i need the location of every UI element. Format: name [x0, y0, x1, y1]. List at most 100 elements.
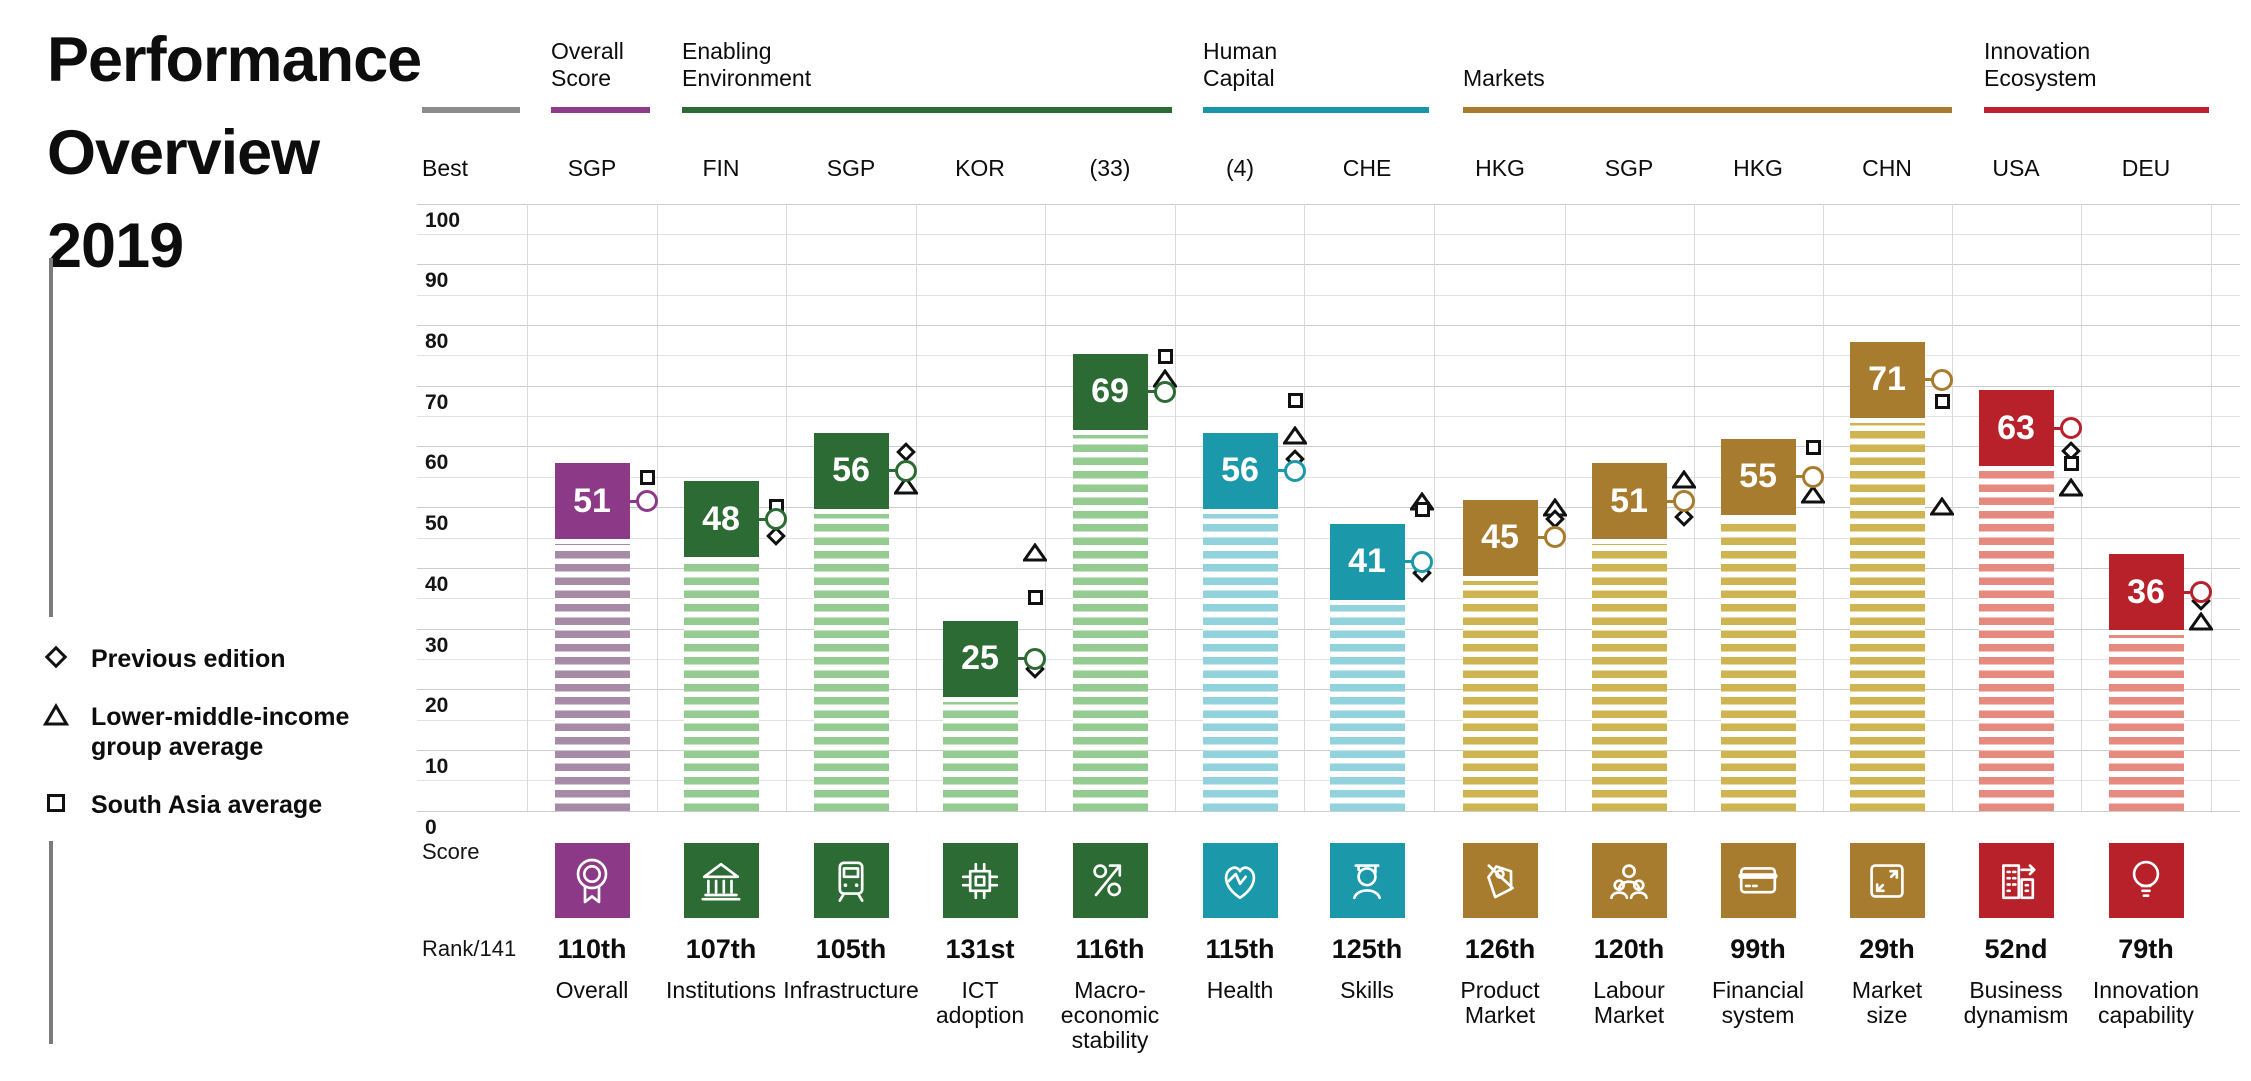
bar-stripes-macro	[1072, 434, 1148, 811]
bar-stripes-infrastructure	[813, 513, 889, 811]
score-connector-dynamism	[2053, 426, 2064, 430]
best-code-dynamism: USA	[1992, 155, 2040, 181]
left-rail-top	[49, 258, 53, 617]
column-separator-9	[1693, 203, 1695, 811]
column-separator-4	[1045, 203, 1046, 811]
rank-infrastructure: 105th	[815, 934, 887, 964]
marker-triangle-dynamism	[2057, 477, 2085, 497]
rank-labour: 120th	[1593, 934, 1665, 964]
gridline-10	[417, 749, 2240, 751]
best-code-financial: HKG	[1733, 155, 1783, 181]
gridline-95	[417, 234, 2240, 235]
column-separator-10	[1822, 203, 1824, 811]
column-separator-6	[1303, 203, 1305, 811]
marker-square-dynamism	[2063, 455, 2079, 471]
pillar-label-skills: Skills	[1340, 977, 1394, 1003]
pillar-label-product: Product Market	[1460, 977, 1540, 1028]
gridline-55	[417, 476, 2240, 478]
legend: Previous edition Lower-middle-income grou…	[42, 644, 383, 848]
section-underline-markets	[1463, 107, 1952, 113]
rank-overall: 110th	[557, 934, 627, 964]
chip-icon	[942, 843, 1018, 918]
marker-triangle-ict	[1021, 541, 1049, 562]
bar-block-product: 45	[1462, 499, 1538, 576]
bar-block-institutions: 48	[683, 481, 759, 558]
score-circle-health	[1284, 459, 1306, 482]
award-icon	[554, 843, 630, 918]
ytick-20: 20	[425, 694, 449, 718]
best-code-institutions: FIN	[702, 155, 740, 181]
best-code-labour: SGP	[1604, 155, 1654, 181]
score-connector-macro	[1147, 390, 1158, 394]
rank-dynamism: 52nd	[1984, 934, 2048, 964]
pillar-label-financial: Financial system	[1711, 977, 1805, 1028]
score-connector-ict	[1017, 657, 1028, 661]
bar-value-labour: 51	[1610, 481, 1648, 520]
ytick-80: 80	[425, 330, 449, 353]
pillar-label-dynamism: Business dynamism	[1963, 977, 2069, 1028]
best-code-skills: CHE	[1342, 155, 1392, 181]
column-separator-0	[527, 203, 529, 811]
column-separator-11	[1951, 203, 1953, 811]
score-connector-institutions	[758, 517, 769, 521]
bar-stripes-skills	[1329, 604, 1405, 811]
score-connector-marketsize	[1924, 378, 1935, 382]
gridline-80	[417, 325, 2240, 326]
bar-stripes-product	[1462, 580, 1538, 811]
pillar-label-ict: ICT adoption	[935, 977, 1025, 1028]
bar-stripes-ict	[942, 701, 1018, 811]
marker-triangle-health	[1281, 425, 1309, 445]
gridline-45	[417, 537, 2240, 539]
ytick-70: 70	[425, 390, 449, 414]
building-icon	[1978, 843, 2054, 918]
section-underline-overall	[551, 107, 650, 113]
score-circle-ict	[1024, 647, 1046, 670]
score-circle-innovationcap	[2190, 581, 2212, 604]
score-circle-financial	[1802, 465, 1824, 488]
column-separator-1	[656, 203, 658, 811]
marker-square-overall	[639, 470, 655, 486]
expand-icon	[1849, 843, 1925, 918]
gridline-40	[417, 567, 2240, 569]
pillar-label-overall: Overall	[555, 977, 629, 1003]
legend-label: Lower-middle-income group average	[91, 703, 350, 761]
rank-innovationcap: 79th	[2118, 934, 2174, 964]
best-code-innovationcap: DEU	[2121, 155, 2171, 181]
score-circle-skills	[1411, 550, 1433, 573]
pillar-label-marketsize: Market size	[1851, 977, 1923, 1028]
rank-financial: 99th	[1730, 934, 1786, 964]
gridline-5	[417, 780, 2240, 782]
gridline-70	[417, 385, 2240, 387]
bar-stripes-labour	[1591, 544, 1667, 811]
column-separator-3	[915, 203, 917, 811]
bar-value-product: 45	[1481, 518, 1519, 556]
column-separator-2	[786, 203, 787, 811]
bar-value-health: 56	[1221, 451, 1259, 490]
bank-icon	[683, 843, 759, 918]
rank-marketsize: 29th	[1859, 934, 1915, 964]
bar-value-marketsize: 71	[1868, 360, 1906, 399]
diamond-legend-icon	[43, 644, 69, 670]
graduate-icon	[1329, 843, 1405, 918]
column-separator-13	[2210, 203, 2212, 811]
marker-triangle-marketsize	[1928, 496, 1956, 516]
bar-value-overall: 51	[573, 481, 611, 520]
best-row-label: Best	[422, 155, 469, 181]
score-connector-financial	[1795, 475, 1806, 479]
ytick-60: 60	[425, 451, 449, 475]
section-label-human: Human Capital	[1203, 38, 1278, 91]
legend-label: Previous edition	[91, 645, 286, 673]
gridline-90	[417, 264, 2240, 266]
marker-square-ict	[1027, 590, 1043, 606]
bar-stripes-dynamism	[1978, 471, 2054, 811]
marker-square-skills	[1414, 502, 1430, 518]
bar-block-marketsize: 71	[1849, 341, 1925, 418]
ytick-50: 50	[425, 512, 449, 536]
bar-value-macro: 69	[1091, 372, 1129, 411]
section-label-enabling: Enabling Environment	[682, 38, 812, 91]
score-connector-product	[1537, 536, 1548, 539]
tag-icon	[1462, 843, 1538, 918]
marker-triangle-infrastructure	[892, 475, 920, 495]
best-code-ict: KOR	[955, 155, 1005, 181]
bar-value-infrastructure: 56	[832, 451, 870, 490]
